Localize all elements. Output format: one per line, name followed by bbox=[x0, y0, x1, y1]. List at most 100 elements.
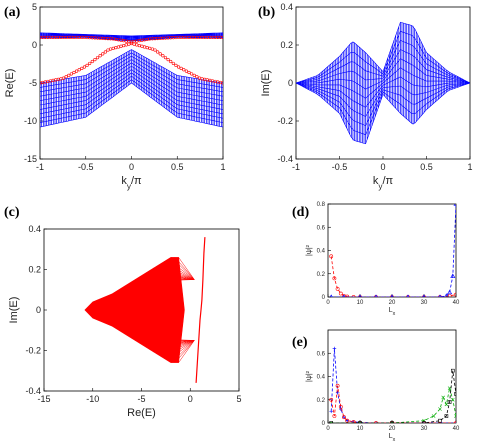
y-tick-label: -15 bbox=[24, 154, 37, 164]
x-tick-label: -0.5 bbox=[332, 162, 348, 172]
data-point bbox=[335, 390, 340, 395]
band-curve bbox=[40, 55, 223, 93]
data-point bbox=[174, 63, 178, 67]
x-axis-label: Lx bbox=[389, 433, 396, 443]
x-tick-label: 10 bbox=[357, 300, 364, 306]
y-tick-label: 0.2 bbox=[317, 272, 326, 278]
x-tick-label: -1 bbox=[292, 162, 300, 172]
fan-line bbox=[138, 340, 195, 344]
band-curve bbox=[40, 34, 223, 38]
band-curve bbox=[296, 30, 470, 84]
x-tick-label: 1 bbox=[467, 162, 472, 172]
y-axis-label: |ψ|² bbox=[306, 244, 313, 256]
data-point bbox=[390, 421, 394, 423]
fan-line bbox=[167, 340, 195, 361]
data-point bbox=[454, 421, 456, 423]
y-tick-label: 0.6 bbox=[317, 351, 326, 357]
data-point bbox=[447, 386, 452, 390]
data-point bbox=[444, 293, 449, 297]
y-axis-label: Re(E) bbox=[4, 69, 16, 98]
band-curve bbox=[40, 33, 223, 37]
data-point bbox=[184, 69, 188, 73]
y-tick-label: 0.2 bbox=[317, 398, 326, 404]
data-point bbox=[345, 418, 350, 423]
fan-line bbox=[153, 340, 195, 353]
panel-a: (a) -1 -0.5 0 0.5 1 5 0 -5 -10 -15 ky/π Re(E) bbox=[4, 2, 226, 191]
data-point bbox=[438, 418, 442, 423]
data-point bbox=[332, 346, 337, 351]
x-axis-label: Re(E) bbox=[127, 407, 156, 419]
data-point bbox=[406, 294, 410, 297]
y-tick-label: 0 bbox=[36, 305, 41, 315]
y-tick-label: 0 bbox=[32, 40, 37, 50]
data-point bbox=[179, 66, 183, 70]
x-tick-label: -1 bbox=[36, 162, 44, 172]
data-point bbox=[338, 404, 343, 409]
band-curve bbox=[40, 62, 223, 101]
data-point bbox=[422, 421, 426, 423]
data-point bbox=[339, 407, 343, 411]
data-point bbox=[153, 48, 157, 52]
x-tick-label: 5 bbox=[236, 394, 241, 404]
data-point bbox=[74, 69, 79, 73]
y-axis-label: |ψ|² bbox=[306, 370, 313, 382]
band-curve bbox=[40, 52, 223, 88]
y-tick-label: 0.6 bbox=[317, 225, 326, 231]
panel-d: (d) 0 10 20 30 40 0.8 0.6 0.4 0.2 0 Lx |ψ|² bbox=[292, 202, 460, 317]
data-point bbox=[447, 289, 453, 295]
panel-c: (c) -15 -10 -5 0 5 0.4 0.2 0 -0.2 -0.4 Re(E) Im(E) bbox=[4, 205, 242, 419]
panel-label-a: (a) bbox=[4, 5, 21, 20]
data-point bbox=[221, 35, 223, 39]
panel-e: (e) 0 10 20 30 40 0.6 0.4 0.2 0 Lx |ψ|² bbox=[292, 329, 460, 443]
data-point bbox=[90, 59, 94, 64]
band-curve bbox=[40, 37, 223, 42]
x-tick-label: 20 bbox=[389, 426, 396, 432]
data-point bbox=[88, 61, 92, 66]
y-tick-label: 0.4 bbox=[317, 375, 326, 381]
x-tick-label: 0.5 bbox=[420, 162, 433, 172]
x-tick-label: 0 bbox=[326, 300, 330, 306]
x-tick-label: 0 bbox=[326, 426, 330, 432]
y-tick-label: 0.4 bbox=[28, 224, 41, 234]
data-point bbox=[441, 395, 446, 400]
band-curve bbox=[40, 82, 223, 128]
fan-line bbox=[131, 279, 195, 282]
y-tick-label: -0.2 bbox=[25, 346, 41, 356]
data-point bbox=[374, 294, 378, 297]
y-axis-label: Im(E) bbox=[8, 297, 20, 324]
data-line bbox=[195, 237, 206, 383]
data-point bbox=[450, 397, 455, 402]
fan-line bbox=[167, 259, 195, 280]
fan-line bbox=[156, 340, 195, 355]
data-point bbox=[93, 57, 97, 62]
data-line bbox=[331, 204, 456, 297]
y-tick-label: 0.4 bbox=[280, 2, 293, 12]
data-point bbox=[329, 421, 334, 423]
fan-line bbox=[160, 340, 195, 357]
data-point bbox=[351, 419, 356, 423]
fan-line bbox=[178, 340, 195, 363]
data-point bbox=[161, 54, 165, 58]
data-line bbox=[330, 385, 456, 423]
band-curve bbox=[40, 59, 223, 97]
data-point bbox=[454, 392, 456, 396]
data-point bbox=[450, 368, 455, 373]
data-point bbox=[95, 56, 100, 60]
x-tick-label: 30 bbox=[421, 426, 428, 432]
eigenvalue-region bbox=[84, 257, 185, 363]
data-point bbox=[190, 72, 194, 76]
fan-line bbox=[146, 272, 195, 280]
x-tick-label: 40 bbox=[453, 426, 460, 432]
fan-line bbox=[171, 340, 195, 363]
data-point bbox=[345, 294, 350, 297]
band-curve bbox=[296, 76, 470, 108]
series-c-1 bbox=[195, 237, 206, 383]
data-point bbox=[192, 73, 196, 77]
fan-line bbox=[146, 340, 195, 348]
data-point bbox=[422, 294, 426, 297]
plot-content-c bbox=[84, 237, 206, 383]
series-a-3 bbox=[40, 35, 223, 44]
fan-line bbox=[156, 265, 195, 280]
band-curve bbox=[296, 82, 470, 117]
series-c-0 bbox=[84, 257, 195, 363]
